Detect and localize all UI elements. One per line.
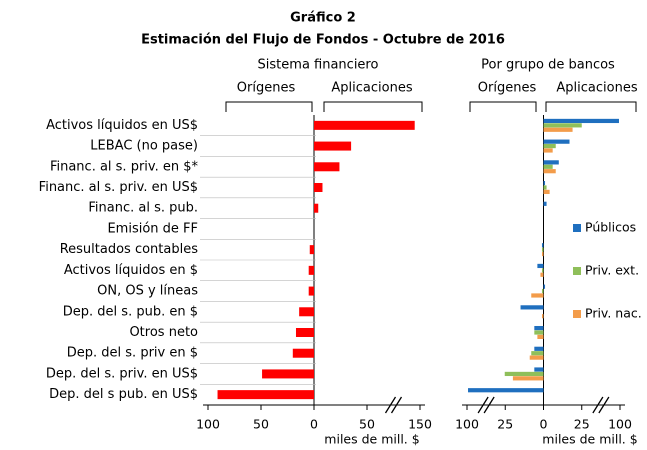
bar: [534, 367, 544, 372]
bar: [543, 201, 547, 206]
legend-swatch: [573, 267, 581, 275]
category-label: Financ. al s. pub.: [88, 201, 198, 216]
bar: [292, 348, 314, 358]
bar: [543, 160, 559, 165]
bar: [468, 388, 544, 393]
category-label: Dep. del s. priv en $: [67, 346, 198, 361]
bar: [541, 288, 544, 294]
bar: [314, 141, 352, 151]
category-label: Dep. del s pub. en US$: [49, 387, 198, 402]
category-label: Resultados contables: [60, 242, 199, 257]
panel-subheader: Orígenes: [478, 81, 537, 96]
axis-break: [598, 396, 610, 414]
bar: [540, 272, 544, 277]
bar: [512, 376, 544, 381]
bar: [543, 123, 582, 128]
bar: [543, 118, 619, 124]
x-tick-label: 100: [608, 417, 632, 432]
bar: [541, 243, 544, 248]
bar: [543, 164, 553, 169]
brackets: [225, 101, 637, 112]
x-tick-label: 100: [196, 417, 220, 432]
bar: [543, 189, 550, 195]
bar: [529, 355, 544, 360]
bar: [308, 265, 314, 275]
axis-break: [592, 396, 604, 414]
bar: [543, 169, 556, 174]
bar: [504, 371, 544, 377]
bar: [314, 162, 340, 172]
bar: [314, 120, 415, 130]
bar: [543, 180, 546, 186]
category-label: Financ. al s. priv. en US$: [39, 180, 198, 195]
bar: [543, 127, 573, 132]
x-tick-label: 25: [497, 417, 513, 432]
category-label: ON, OS y líneas: [97, 284, 198, 299]
bar: [217, 390, 314, 400]
bar: [534, 325, 544, 331]
bar: [534, 330, 544, 335]
bar: [543, 139, 570, 144]
category-label: Emisión de FF: [107, 221, 198, 236]
legend-label: Públicos: [585, 220, 636, 235]
bar: [295, 328, 314, 337]
legend-label: Priv. nac.: [585, 306, 642, 321]
x-axis-label: miles de mill. $: [542, 432, 637, 447]
chart-title: Gráfico 2: [290, 11, 356, 26]
bar: [534, 346, 544, 351]
panel-subheader: Aplicaciones: [331, 81, 412, 96]
bar: [541, 247, 544, 252]
category-label: Otros neto: [129, 325, 198, 340]
chart-subtitle: Estimación del Flujo de Fondos - Octubre…: [141, 33, 505, 48]
bar: [314, 203, 319, 213]
bar: [262, 369, 314, 379]
bar: [543, 143, 556, 149]
bar: [537, 263, 544, 269]
x-tick-label: 0: [540, 417, 548, 432]
panel-subheader: Aplicaciones: [556, 81, 637, 96]
bar: [314, 183, 323, 192]
bar: [537, 334, 544, 340]
bar: [541, 268, 544, 273]
bar: [543, 284, 546, 289]
category-label: Activos líquidos en US$: [46, 118, 198, 133]
x-axis-label: miles de mill. $: [324, 432, 419, 447]
bar: [541, 314, 544, 319]
axis-break: [390, 396, 403, 414]
category-label: LEBAC (no pase): [90, 139, 198, 154]
panel-subheader: Orígenes: [237, 81, 296, 96]
legend-label: Priv. ext.: [585, 263, 639, 278]
category-label: Activos líquidos en $: [64, 263, 198, 278]
x-tick-label: 0: [310, 417, 318, 432]
bar: [543, 148, 553, 153]
bar: [531, 351, 544, 356]
x-tick-label: 50: [359, 417, 375, 432]
category-label: Financ. al s. priv. en $*: [50, 159, 199, 174]
bar: [531, 293, 544, 298]
bar: [543, 185, 547, 190]
panel-header: Sistema financiero: [258, 58, 379, 73]
x-tick-label: 25: [574, 417, 590, 432]
bar: [299, 307, 314, 317]
x-tick-label: 150: [408, 417, 432, 432]
panel-header: Por grupo de bancos: [481, 58, 615, 73]
axis-break: [483, 396, 495, 414]
bar: [541, 251, 544, 257]
bar: [309, 245, 314, 255]
axis-break: [384, 396, 397, 414]
legend-swatch: [573, 310, 581, 318]
bar: [520, 305, 544, 310]
category-label: Dep. del s. pub. en $: [63, 304, 198, 319]
x-tick-label: 50: [253, 417, 269, 432]
bar: [308, 286, 314, 296]
x-tick-label: 100: [455, 417, 479, 432]
category-label: Dep. del s. priv. en US$: [46, 366, 198, 381]
axis-break: [477, 396, 489, 414]
legend-swatch: [573, 224, 581, 232]
